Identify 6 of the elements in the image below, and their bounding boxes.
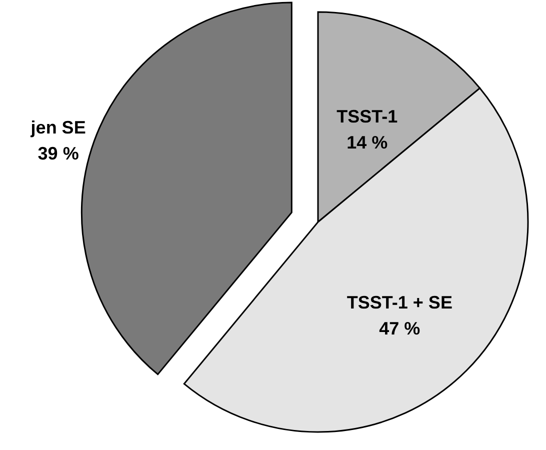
data-label: 14 % (346, 132, 388, 152)
data-label: 39 % (38, 144, 79, 164)
data-label: 47 % (379, 318, 420, 339)
slice-label: jen SE (30, 118, 86, 138)
slice-label: TSST-1 + SE (346, 292, 452, 313)
slice-label: TSST-1 (336, 106, 398, 126)
